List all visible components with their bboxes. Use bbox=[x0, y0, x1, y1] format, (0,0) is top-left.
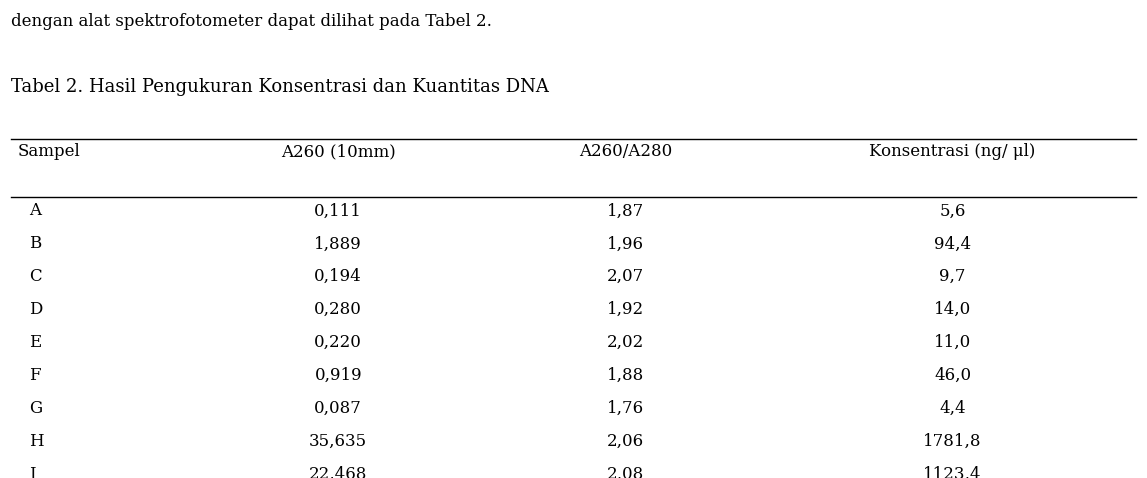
Text: E: E bbox=[29, 334, 41, 351]
Text: A260/A280: A260/A280 bbox=[579, 143, 672, 160]
Text: F: F bbox=[29, 367, 40, 384]
Text: 1,88: 1,88 bbox=[607, 367, 645, 384]
Text: Tabel 2. Hasil Pengukuran Konsentrasi dan Kuantitas DNA: Tabel 2. Hasil Pengukuran Konsentrasi da… bbox=[11, 78, 549, 96]
Text: Konsentrasi (ng/ μl): Konsentrasi (ng/ μl) bbox=[869, 143, 1036, 160]
Text: dengan alat spektrofotometer dapat dilihat pada Tabel 2.: dengan alat spektrofotometer dapat dilih… bbox=[11, 13, 492, 30]
Text: 9,7: 9,7 bbox=[939, 268, 966, 285]
Text: A260 (10mm): A260 (10mm) bbox=[281, 143, 396, 160]
Text: 0,194: 0,194 bbox=[314, 268, 362, 285]
Text: 1781,8: 1781,8 bbox=[923, 433, 982, 450]
Text: 1,76: 1,76 bbox=[607, 400, 645, 417]
Text: 2,02: 2,02 bbox=[607, 334, 645, 351]
Text: 94,4: 94,4 bbox=[934, 235, 972, 252]
Text: C: C bbox=[29, 268, 41, 285]
Text: 1,87: 1,87 bbox=[607, 202, 645, 219]
Text: 4,4: 4,4 bbox=[939, 400, 966, 417]
Text: Sampel: Sampel bbox=[17, 143, 80, 160]
Text: 1,92: 1,92 bbox=[607, 301, 645, 318]
Text: 0,087: 0,087 bbox=[314, 400, 362, 417]
Text: 0,919: 0,919 bbox=[314, 367, 362, 384]
Text: 0,280: 0,280 bbox=[314, 301, 362, 318]
Text: G: G bbox=[29, 400, 41, 417]
Text: 0,111: 0,111 bbox=[314, 202, 362, 219]
Text: D: D bbox=[29, 301, 42, 318]
Text: 2,08: 2,08 bbox=[607, 466, 645, 478]
Text: 1,889: 1,889 bbox=[314, 235, 362, 252]
Text: A: A bbox=[29, 202, 40, 219]
Text: 5,6: 5,6 bbox=[939, 202, 966, 219]
Text: 1,96: 1,96 bbox=[607, 235, 645, 252]
Text: 14,0: 14,0 bbox=[934, 301, 972, 318]
Text: 2,06: 2,06 bbox=[607, 433, 645, 450]
Text: 1123,4: 1123,4 bbox=[923, 466, 982, 478]
Text: 46,0: 46,0 bbox=[934, 367, 972, 384]
Text: 22,468: 22,468 bbox=[309, 466, 367, 478]
Text: I: I bbox=[29, 466, 36, 478]
Text: 2,07: 2,07 bbox=[607, 268, 645, 285]
Text: B: B bbox=[29, 235, 41, 252]
Text: 0,220: 0,220 bbox=[314, 334, 362, 351]
Text: 35,635: 35,635 bbox=[310, 433, 367, 450]
Text: H: H bbox=[29, 433, 44, 450]
Text: 11,0: 11,0 bbox=[934, 334, 972, 351]
